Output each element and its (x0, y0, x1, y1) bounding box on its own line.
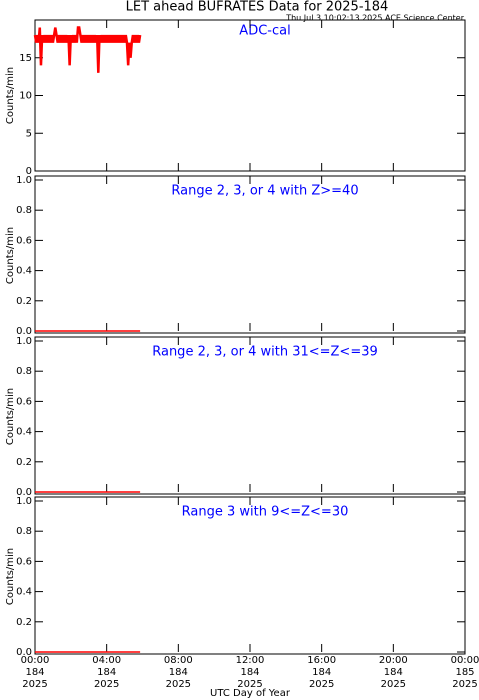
y-tick-label: 1.0 (16, 175, 32, 186)
x-tick-label: 184 (240, 667, 259, 678)
data-line (33, 26, 142, 73)
y-axis-label: Counts/min (5, 67, 16, 124)
y-tick-label: 0.2 (16, 617, 32, 628)
x-tick-label: 2025 (237, 679, 262, 690)
plot-frame (34, 496, 466, 655)
y-tick-label: 0.2 (16, 296, 32, 307)
x-tick-label: 12:00 (236, 655, 265, 666)
y-axis-label: Counts/min (5, 388, 16, 445)
y-tick-label: 1.0 (16, 336, 32, 347)
x-tick-label: 08:00 (164, 655, 193, 666)
plot-frame (34, 175, 466, 334)
x-tick-label: 00:00 (21, 655, 50, 666)
x-tick-label: 184 (97, 667, 116, 678)
chart-subtitle: Thu Jul 3 10:02:13 2025 ACE Science Cent… (285, 14, 464, 23)
panel-label: Range 2, 3, or 4 with 31<=Z<=39 (152, 345, 378, 360)
x-tick-label: 184 (25, 667, 44, 678)
y-tick-label: 0.8 (16, 205, 32, 216)
y-tick-label: 15 (19, 53, 32, 64)
y-tick-label: 0.6 (16, 235, 32, 246)
y-axis-label: Counts/min (5, 548, 16, 605)
y-tick-label: 0.6 (16, 556, 32, 567)
x-tick-label: 2025 (381, 679, 406, 690)
x-tick-label: 16:00 (307, 655, 336, 666)
x-tick-label: 185 (455, 667, 474, 678)
x-tick-label: 04:00 (92, 655, 121, 666)
y-tick-label: 5 (26, 128, 32, 139)
panel-label: Range 3 with 9<=Z<=30 (182, 505, 349, 520)
x-tick-label: 2025 (94, 679, 119, 690)
x-axis-label: UTC Day of Year (210, 688, 291, 699)
x-tick-label: 2025 (309, 679, 334, 690)
x-tick-label: 184 (384, 667, 403, 678)
y-tick-label: 0.8 (16, 366, 32, 377)
y-tick-label: 0.2 (16, 457, 32, 468)
panel-label: ADC-cal (239, 24, 290, 39)
y-tick-label: 10 (19, 91, 32, 102)
x-tick-label: 184 (169, 667, 188, 678)
y-tick-label: 0.4 (16, 587, 32, 598)
y-tick-label: 0.6 (16, 396, 32, 407)
x-tick-label: 2025 (22, 679, 47, 690)
x-tick-label: 2025 (452, 679, 477, 690)
x-tick-label: 00:00 (451, 655, 479, 666)
x-tick-label: 20:00 (379, 655, 408, 666)
y-tick-label: 0 (26, 166, 32, 177)
y-tick-label: 0.0 (16, 647, 32, 658)
plot-frame (34, 336, 466, 495)
chart-title: LET ahead BUFRATES Data for 2025-184 (126, 0, 389, 15)
y-tick-label: 0.0 (16, 326, 32, 337)
y-tick-label: 0.4 (16, 427, 32, 438)
y-tick-label: 0.4 (16, 266, 32, 277)
panel-label: Range 2, 3, or 4 with Z>=40 (171, 184, 358, 199)
y-tick-label: 0.8 (16, 526, 32, 537)
y-tick-label: 0.0 (16, 487, 32, 498)
x-tick-label: 2025 (166, 679, 191, 690)
y-tick-label: 1.0 (16, 496, 32, 507)
x-tick-label: 184 (312, 667, 331, 678)
y-axis-label: Counts/min (5, 227, 16, 284)
